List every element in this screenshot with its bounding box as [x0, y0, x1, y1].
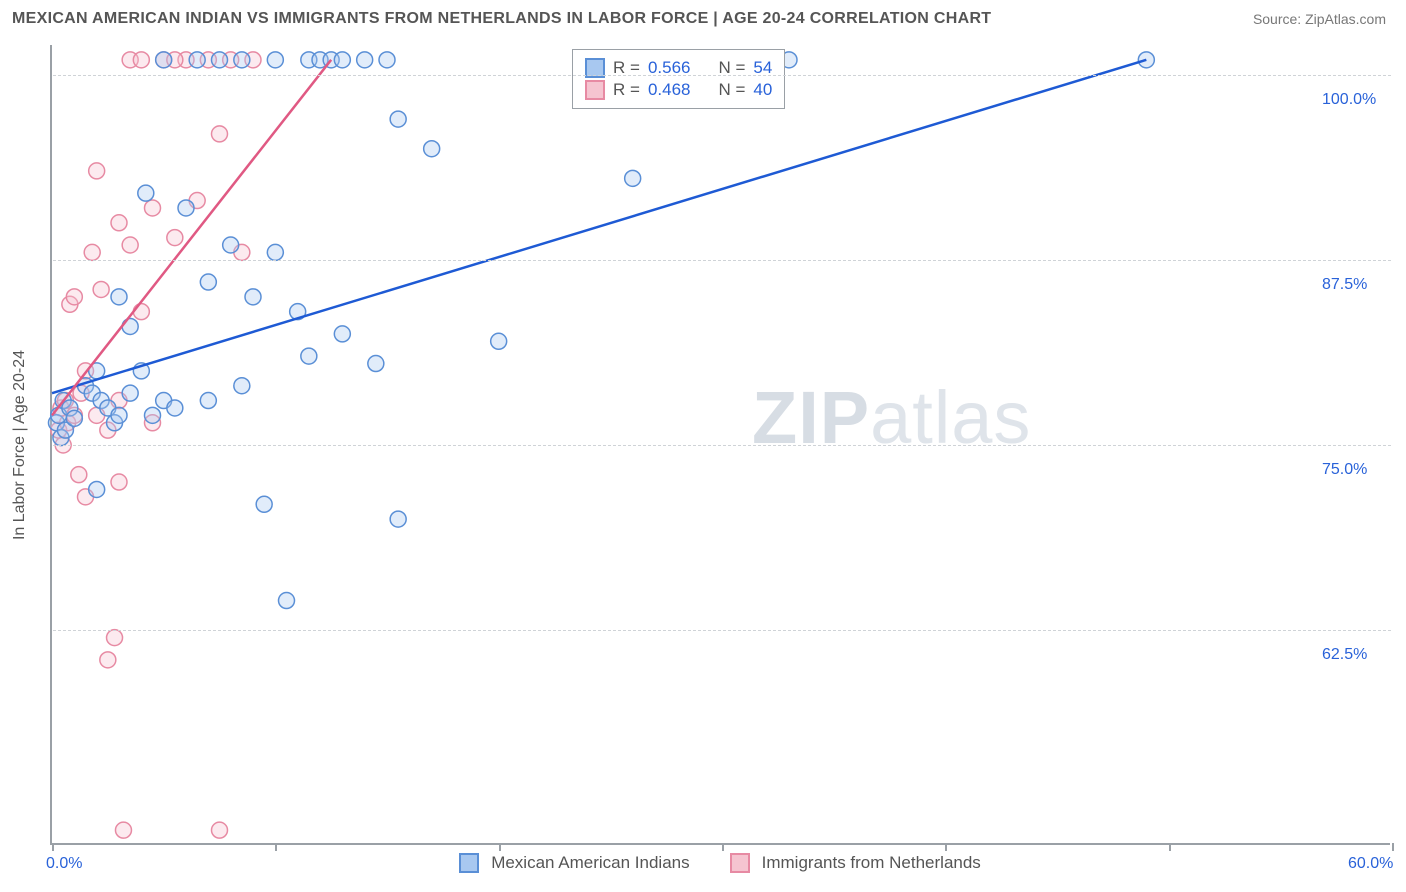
y-tick-label: 100.0% — [1322, 91, 1376, 109]
swatch-icon — [585, 80, 605, 100]
data-point — [200, 274, 216, 290]
series-label: Immigrants from Netherlands — [762, 853, 981, 873]
data-point — [234, 378, 250, 394]
data-point — [256, 496, 272, 512]
data-point — [491, 333, 507, 349]
data-point — [156, 52, 172, 68]
data-point — [138, 185, 154, 201]
y-axis-label: In Labor Force | Age 20-24 — [11, 350, 29, 540]
correlation-legend: R = 0.566 N = 54 R = 0.468 N = 40 — [572, 49, 785, 109]
x-tick-mark — [945, 843, 947, 851]
data-point — [390, 111, 406, 127]
plot-region: ZIPatlas R = 0.566 N = 54 R = 0.468 N = … — [50, 45, 1390, 845]
y-tick-label: 87.5% — [1322, 276, 1367, 294]
x-tick-mark — [52, 843, 54, 851]
data-point — [115, 822, 131, 838]
data-point — [122, 237, 138, 253]
trend-line — [52, 60, 1146, 393]
data-point — [93, 281, 109, 297]
data-point — [89, 481, 105, 497]
data-point — [89, 163, 105, 179]
series-legend: Mexican American Indians Immigrants from… — [50, 853, 1390, 873]
data-point — [133, 52, 149, 68]
data-point — [368, 356, 384, 372]
x-tick-mark — [1169, 843, 1171, 851]
data-point — [357, 52, 373, 68]
x-tick-mark — [1392, 843, 1394, 851]
chart-area: ZIPatlas R = 0.566 N = 54 R = 0.468 N = … — [50, 45, 1390, 845]
data-point — [111, 407, 127, 423]
data-point — [379, 52, 395, 68]
data-point — [66, 410, 82, 426]
data-point — [279, 593, 295, 609]
gridline — [53, 630, 1391, 631]
data-point — [625, 170, 641, 186]
data-point — [71, 467, 87, 483]
data-point — [66, 289, 82, 305]
x-tick-mark — [722, 843, 724, 851]
data-point — [167, 230, 183, 246]
trend-line — [52, 60, 331, 416]
data-point — [234, 52, 250, 68]
gridline — [53, 260, 1391, 261]
data-point — [111, 474, 127, 490]
data-point — [107, 630, 123, 646]
data-point — [212, 822, 228, 838]
data-point — [212, 126, 228, 142]
r-value: 0.468 — [648, 80, 691, 100]
data-point — [145, 200, 161, 216]
data-point — [133, 304, 149, 320]
data-point — [390, 511, 406, 527]
header: MEXICAN AMERICAN INDIAN VS IMMIGRANTS FR… — [0, 0, 1406, 33]
data-point — [122, 385, 138, 401]
data-point — [334, 52, 350, 68]
y-tick-label: 62.5% — [1322, 646, 1367, 664]
swatch-icon — [459, 853, 479, 873]
gridline — [53, 75, 1391, 76]
data-point — [212, 52, 228, 68]
legend-row: R = 0.468 N = 40 — [585, 80, 772, 100]
data-point — [267, 244, 283, 260]
data-point — [424, 141, 440, 157]
data-point — [245, 289, 261, 305]
x-tick-mark — [499, 843, 501, 851]
data-point — [334, 326, 350, 342]
data-point — [223, 237, 239, 253]
data-point — [145, 407, 161, 423]
x-tick-mark — [275, 843, 277, 851]
y-tick-label: 75.0% — [1322, 461, 1367, 479]
data-point — [100, 652, 116, 668]
data-point — [111, 215, 127, 231]
source-label: Source: ZipAtlas.com — [1253, 11, 1386, 27]
n-value: 40 — [753, 80, 772, 100]
swatch-icon — [730, 853, 750, 873]
data-point — [167, 400, 183, 416]
data-point — [122, 318, 138, 334]
data-point — [267, 52, 283, 68]
data-point — [178, 200, 194, 216]
data-point — [189, 52, 205, 68]
data-point — [200, 393, 216, 409]
data-point — [301, 348, 317, 364]
series-label: Mexican American Indians — [491, 853, 689, 873]
data-point — [111, 289, 127, 305]
gridline — [53, 445, 1391, 446]
data-point — [84, 244, 100, 260]
chart-title: MEXICAN AMERICAN INDIAN VS IMMIGRANTS FR… — [12, 10, 991, 28]
